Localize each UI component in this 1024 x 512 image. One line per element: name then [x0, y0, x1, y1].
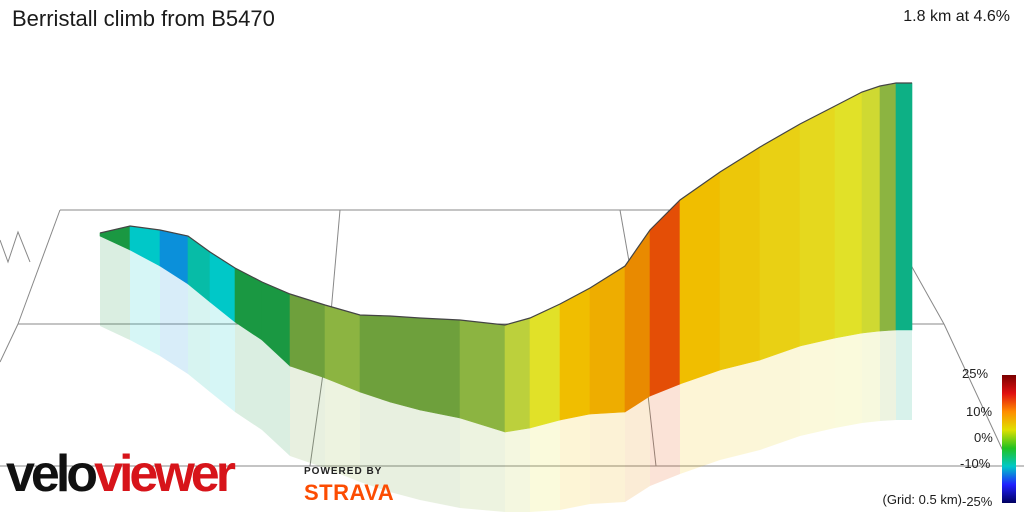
profile-segment [289, 293, 326, 379]
gradient-color-bar [1002, 375, 1016, 503]
profile-reflection [290, 366, 325, 468]
profile-reflection [210, 302, 235, 412]
profile-shadow [100, 236, 912, 512]
grid-line [329, 209, 341, 325]
veloviewer-logo: veloviewer [6, 445, 236, 503]
grid-line [0, 323, 19, 363]
profile-reflection [560, 414, 590, 510]
climb-title: Berristall climb from B5470 [12, 6, 275, 31]
profile-reflection [680, 370, 720, 474]
profile-reflection [360, 392, 390, 492]
profile-segment [459, 319, 506, 433]
profile-reflection [720, 360, 760, 460]
profile-segment [679, 171, 721, 385]
profile-segment [834, 91, 863, 339]
profile-reflection [505, 428, 530, 512]
scale-label-neg25: -25% [962, 494, 993, 509]
profile-segment [879, 82, 897, 332]
profile-reflection [460, 418, 505, 512]
profile-reflection [130, 250, 160, 356]
climb-summary: 1.8 km at 4.6% [903, 8, 1010, 25]
profile-reflection [862, 331, 880, 423]
profile-segment [649, 199, 681, 397]
profile-reflection [625, 396, 650, 502]
grid-line [17, 209, 61, 325]
profile-reflection [188, 284, 210, 392]
profile-segment [559, 287, 591, 421]
profile-reflection [835, 333, 862, 428]
scale-label-0: 0% [974, 430, 993, 445]
profile-top-edge [99, 82, 912, 326]
profile-reflection [896, 330, 912, 420]
gradient-color-scale [1002, 375, 1016, 503]
grid-line [943, 323, 1011, 467]
powered-by-label: POWERED BY [304, 466, 383, 477]
profile-reflection [420, 410, 460, 508]
profile-reflection [650, 384, 680, 486]
profile-reflection [262, 340, 290, 456]
scale-label-neg10: -10% [960, 456, 991, 471]
scale-label-25: 25% [962, 366, 989, 381]
profile-reflection [530, 420, 560, 512]
grid-fragment [0, 230, 31, 264]
profile-reflection [800, 338, 835, 436]
profile-segment [719, 146, 761, 371]
profile-reflection [100, 236, 130, 340]
profile-reflection [160, 266, 188, 374]
profile-segment [504, 317, 531, 433]
profile-segment [799, 105, 836, 347]
profile-segment [419, 317, 461, 419]
profile-segment [389, 315, 421, 411]
profile-segment [529, 303, 561, 429]
profile-reflection [760, 346, 800, 450]
profile-reflection [390, 402, 420, 500]
scale-label-10: 10% [966, 404, 993, 419]
logo-viewer: viewer [94, 445, 236, 503]
strava-logo: STRAVA [304, 480, 395, 505]
profile-reflection [590, 412, 625, 504]
profile-reflection [235, 322, 262, 430]
profile-segment [861, 85, 881, 334]
logo-velo: velo [6, 445, 98, 503]
profile-segment [589, 265, 626, 415]
grid-note: (Grid: 0.5 km) [882, 492, 962, 507]
profile-segment [759, 123, 801, 361]
profile-segment [324, 304, 361, 393]
profile-segment [895, 82, 913, 331]
profile-wall [99, 82, 913, 433]
profile-reflection [325, 378, 360, 482]
profile-segment [359, 314, 391, 403]
profile-reflection [880, 330, 896, 421]
